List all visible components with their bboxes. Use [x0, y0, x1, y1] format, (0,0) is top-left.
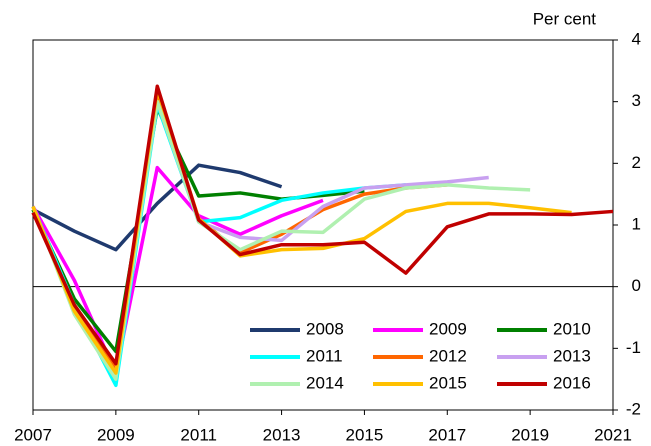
y-tick-label: 0 [632, 276, 641, 295]
series-line [31, 165, 324, 375]
y-tick-label: 2 [632, 153, 641, 172]
x-tick-label: 2015 [346, 425, 384, 444]
legend-label: 2014 [306, 373, 344, 392]
legend-label: 2015 [429, 373, 467, 392]
y-tick-label: 4 [632, 29, 641, 48]
legend-label: 2013 [553, 346, 591, 365]
x-tick-label: 2009 [97, 425, 135, 444]
x-tick-label: 2017 [428, 425, 466, 444]
series-line [32, 163, 283, 252]
y-tick-label: -2 [626, 399, 641, 418]
legend-label: 2016 [553, 373, 591, 392]
legend-label: 2011 [306, 346, 343, 365]
x-tick-label: 2007 [14, 425, 52, 444]
series-line [31, 99, 531, 381]
legend-label: 2009 [429, 319, 467, 338]
legend-label: 2010 [553, 319, 591, 338]
y-tick-label: -1 [626, 338, 641, 357]
x-tick-label: 2021 [594, 425, 632, 444]
x-tick-label: 2019 [511, 425, 549, 444]
y-tick-label: 3 [632, 91, 641, 110]
x-tick-label: 2013 [263, 425, 301, 444]
y-axis-label: Per cent [533, 9, 597, 28]
legend-label: 2012 [429, 346, 467, 365]
legend-label: 2008 [306, 319, 344, 338]
series-line [31, 84, 614, 366]
y-tick-label: 1 [632, 214, 641, 233]
series-line [31, 103, 406, 388]
x-tick-label: 2011 [180, 425, 217, 444]
